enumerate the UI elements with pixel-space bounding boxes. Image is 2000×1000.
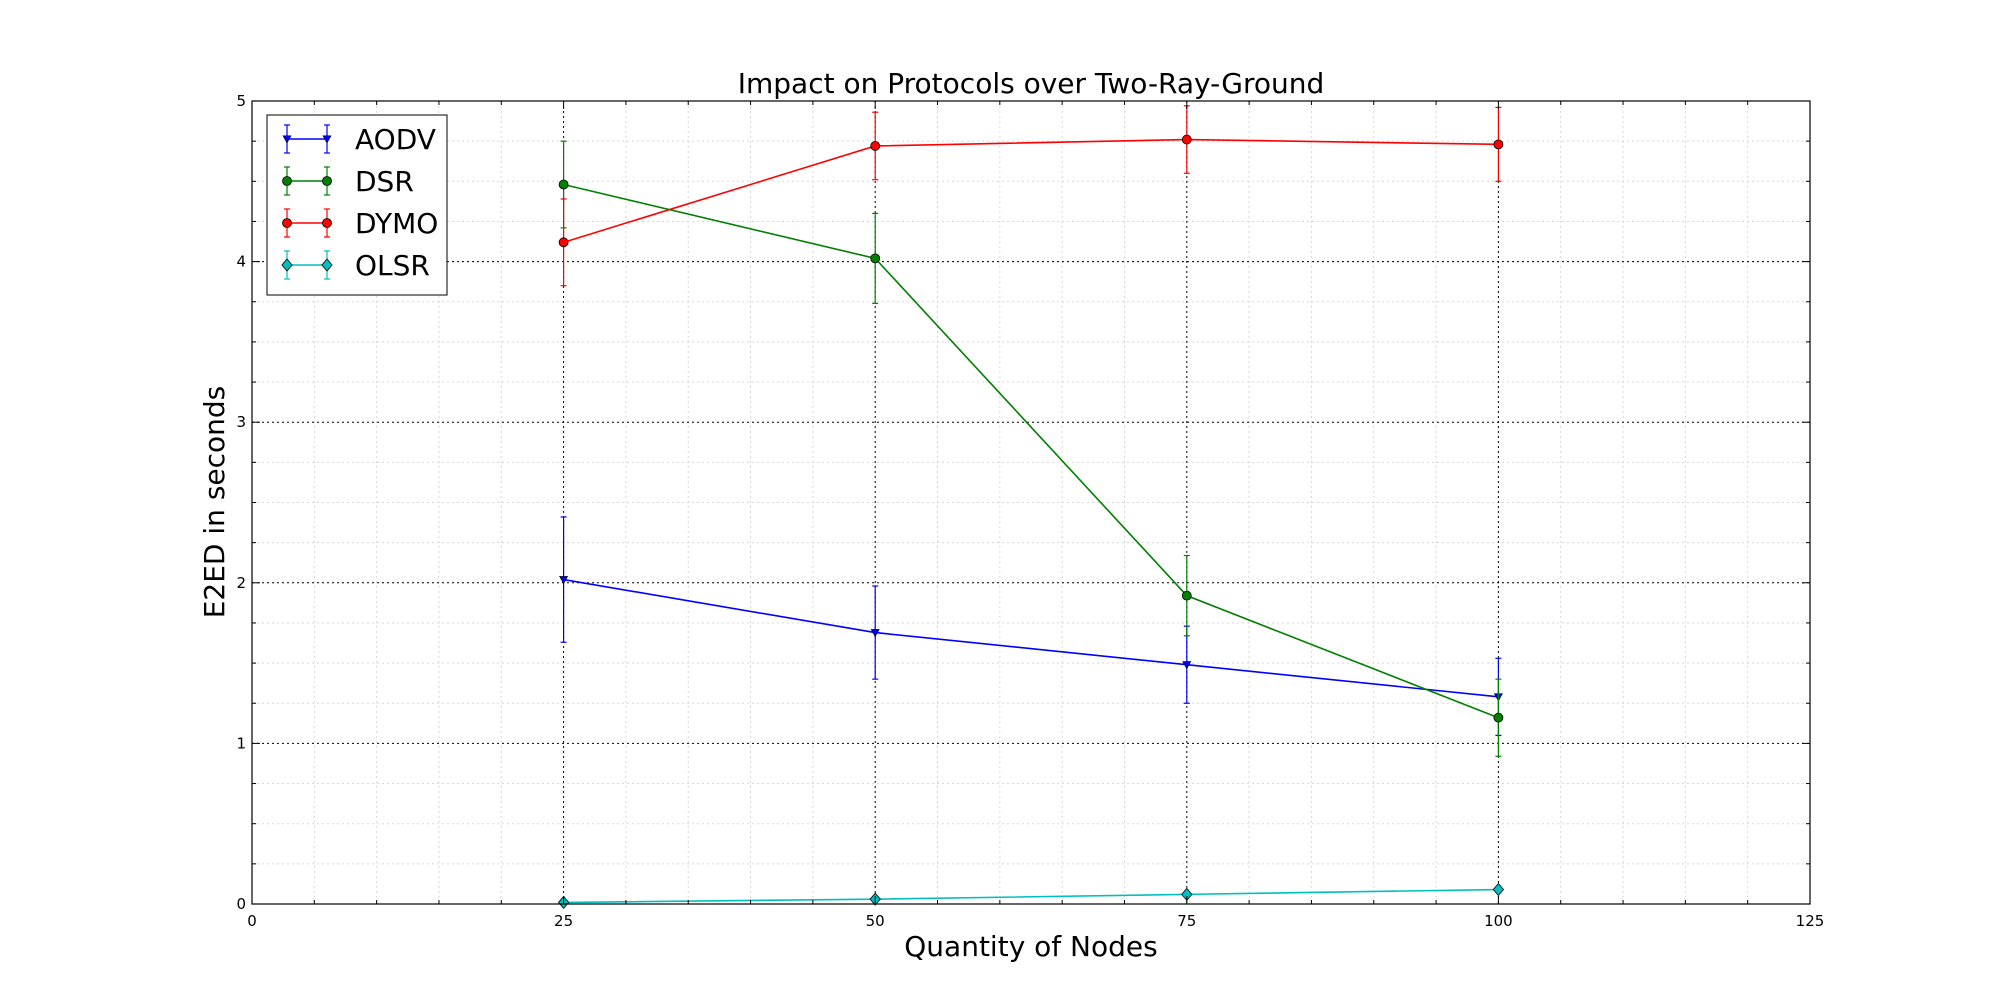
y-tick-label: 2: [236, 574, 246, 592]
data-point-dymo: [1493, 139, 1504, 150]
ticks: 0 25 50 75 100 125 0 1 2 3 4 5: [236, 92, 1824, 930]
x-tick-label: 100: [1484, 912, 1513, 930]
data-point-dsr: [1181, 590, 1192, 601]
legend-marker-dymo: [322, 218, 332, 228]
chart-title: Impact on Protocols over Two-Ray-Ground: [738, 67, 1325, 100]
legend-marker-dsr: [322, 176, 332, 186]
plot-area: [252, 101, 1810, 904]
y-tick-label: 3: [236, 413, 246, 431]
grid: [252, 101, 1810, 904]
y-tick-label: 4: [236, 253, 246, 271]
y-tick-label: 5: [236, 92, 246, 110]
series-dsr: [558, 140, 1504, 757]
legend-label-aodv: AODV: [355, 123, 436, 156]
x-tick-label: 125: [1796, 912, 1825, 930]
legend-marker-olsr: [281, 258, 293, 272]
legend-label-dymo: DYMO: [355, 207, 438, 240]
y-tick-label: 0: [236, 895, 246, 913]
legend: AODV DSR DYMO OLSR: [266, 114, 448, 296]
legend-marker-aodv: [322, 135, 332, 144]
series-line-olsr: [563, 888, 1499, 904]
series-layer: [557, 105, 1505, 910]
legend-marker-dsr: [282, 176, 292, 186]
data-point-olsr: [1492, 882, 1505, 897]
data-point-dsr: [1493, 712, 1504, 723]
data-point-dymo: [558, 237, 569, 248]
data-point-dsr: [558, 179, 569, 190]
series-line-dsr: [563, 183, 1499, 719]
y-tick-label: 1: [236, 734, 246, 752]
x-tick-label: 50: [866, 912, 885, 930]
legend-marker-aodv: [282, 135, 292, 144]
data-point-dymo: [1181, 134, 1192, 145]
x-tick-label: 25: [554, 912, 573, 930]
y-axis-title: E2ED in seconds: [198, 386, 231, 619]
data-point-aodv: [870, 629, 880, 638]
legend-label-olsr: OLSR: [355, 249, 430, 282]
legend-marker-olsr: [321, 258, 333, 272]
series-dymo: [558, 105, 1504, 287]
legend-marker-dymo: [282, 218, 292, 228]
series-line-dymo: [563, 138, 1499, 244]
data-point-aodv: [559, 576, 569, 585]
data-point-aodv: [1182, 661, 1192, 670]
x-tick-label: 75: [1177, 912, 1196, 930]
legend-label-dsr: DSR: [355, 165, 414, 198]
series-line-aodv: [563, 578, 1499, 698]
x-tick-label: 0: [247, 912, 257, 930]
data-point-dymo: [870, 141, 881, 151]
x-axis-title: Quantity of Nodes: [904, 930, 1157, 963]
data-point-dsr: [870, 253, 881, 264]
